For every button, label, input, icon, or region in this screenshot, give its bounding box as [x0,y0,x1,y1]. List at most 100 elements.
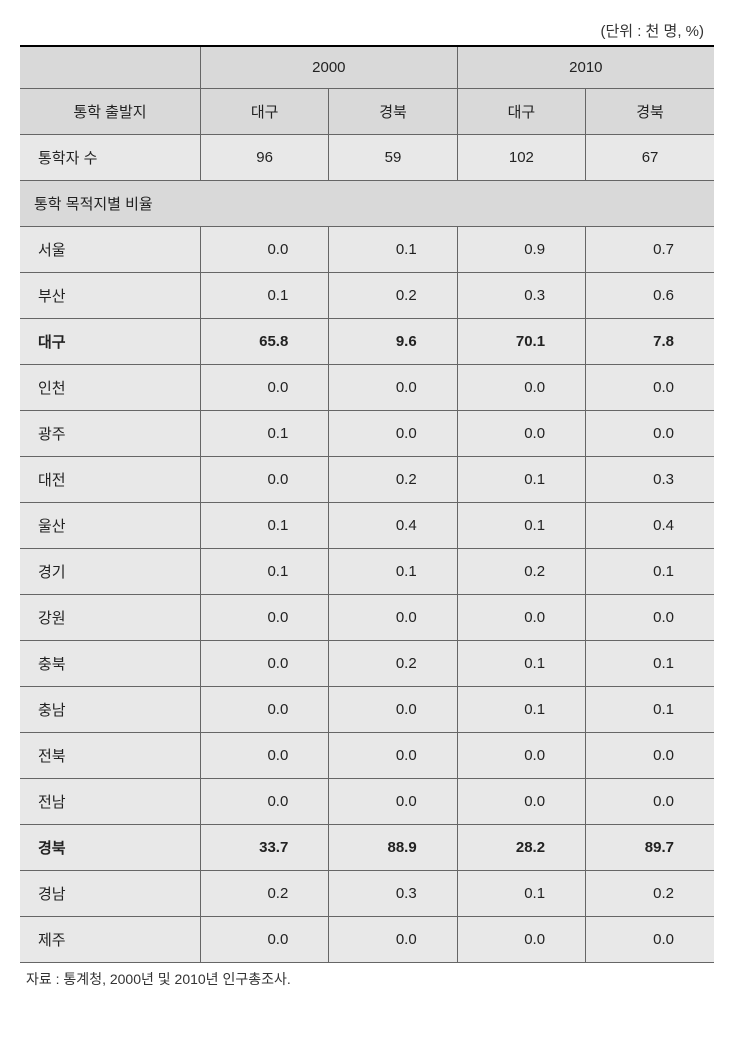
data-cell: 0.4 [586,503,714,549]
data-cell: 70.1 [457,319,585,365]
data-cell: 0.1 [200,503,328,549]
count-cell: 96 [200,135,328,181]
count-cell: 59 [329,135,457,181]
data-cell: 0.1 [457,687,585,733]
data-cell: 0.1 [586,641,714,687]
row-label: 경북 [20,825,200,871]
table-row: 서울0.00.10.90.7 [20,227,714,273]
data-cell: 0.0 [329,595,457,641]
data-cell: 0.1 [200,549,328,595]
table-row: 경기0.10.10.20.1 [20,549,714,595]
table-row: 전북0.00.00.00.0 [20,733,714,779]
section-header-row: 통학 목적지별 비율 [20,181,714,227]
data-cell: 0.0 [200,641,328,687]
data-cell: 0.1 [586,549,714,595]
row-label: 충남 [20,687,200,733]
data-cell: 0.0 [200,595,328,641]
row-label: 인천 [20,365,200,411]
table-row: 강원0.00.00.00.0 [20,595,714,641]
row-label: 경기 [20,549,200,595]
data-cell: 0.0 [457,779,585,825]
data-cell: 88.9 [329,825,457,871]
header-daegu-2010: 대구 [457,89,585,135]
count-cell: 67 [586,135,714,181]
data-cell: 0.3 [457,273,585,319]
data-cell: 0.0 [457,365,585,411]
row-label: 광주 [20,411,200,457]
data-cell: 0.1 [586,687,714,733]
data-cell: 0.0 [200,733,328,779]
data-cell: 0.1 [457,457,585,503]
header-origin-title: 통학 출발지 [20,89,200,135]
row-label: 제주 [20,917,200,963]
header-gyeongbuk-2000: 경북 [329,89,457,135]
data-cell: 89.7 [586,825,714,871]
data-cell: 0.2 [200,871,328,917]
data-cell: 0.9 [457,227,585,273]
row-label: 울산 [20,503,200,549]
data-cell: 0.0 [586,365,714,411]
data-cell: 0.0 [586,595,714,641]
data-cell: 33.7 [200,825,328,871]
header-year-2010: 2010 [457,46,714,89]
data-cell: 0.0 [457,917,585,963]
header-row-years: 2000 2010 [20,46,714,89]
data-cell: 0.0 [329,411,457,457]
data-cell: 0.0 [329,917,457,963]
count-cell: 102 [457,135,585,181]
table-row: 인천0.00.00.00.0 [20,365,714,411]
data-cell: 0.6 [586,273,714,319]
commute-table: 2000 2010 통학 출발지 대구 경북 대구 경북 통학자 수965910… [20,45,714,963]
data-cell: 0.0 [457,595,585,641]
data-cell: 0.0 [457,411,585,457]
data-cell: 65.8 [200,319,328,365]
data-cell: 28.2 [457,825,585,871]
table-row: 대전0.00.20.10.3 [20,457,714,503]
data-cell: 0.3 [329,871,457,917]
section-header-label: 통학 목적지별 비율 [20,181,714,227]
data-cell: 0.0 [586,779,714,825]
row-label: 강원 [20,595,200,641]
table-body: 통학자 수965910267통학 목적지별 비율서울0.00.10.90.7부산… [20,135,714,963]
table-row: 광주0.10.00.00.0 [20,411,714,457]
header-gyeongbuk-2010: 경북 [586,89,714,135]
row-label: 경남 [20,871,200,917]
data-cell: 0.0 [200,917,328,963]
table-row: 경남0.20.30.10.2 [20,871,714,917]
header-year-2000: 2000 [200,46,457,89]
data-cell: 0.0 [586,917,714,963]
row-label: 전북 [20,733,200,779]
row-label: 대전 [20,457,200,503]
data-cell: 0.0 [200,687,328,733]
data-cell: 0.0 [329,365,457,411]
row-label: 충북 [20,641,200,687]
data-cell: 0.0 [329,733,457,779]
data-cell: 0.1 [329,549,457,595]
data-cell: 0.2 [329,641,457,687]
row-label: 대구 [20,319,200,365]
data-cell: 0.3 [586,457,714,503]
row-label: 전남 [20,779,200,825]
data-cell: 0.0 [200,457,328,503]
data-cell: 0.1 [329,227,457,273]
data-cell: 0.0 [586,733,714,779]
data-cell: 0.2 [586,871,714,917]
count-row: 통학자 수965910267 [20,135,714,181]
unit-label: (단위 : 천 명, %) [20,20,714,41]
table-row: 충남0.00.00.10.1 [20,687,714,733]
data-cell: 0.2 [457,549,585,595]
table-row: 울산0.10.40.10.4 [20,503,714,549]
table-row: 경북33.788.928.289.7 [20,825,714,871]
data-cell: 0.4 [329,503,457,549]
table-row: 부산0.10.20.30.6 [20,273,714,319]
data-cell: 0.1 [457,641,585,687]
header-daegu-2000: 대구 [200,89,328,135]
data-cell: 0.0 [329,779,457,825]
row-label: 서울 [20,227,200,273]
data-cell: 0.2 [329,457,457,503]
data-cell: 0.0 [457,733,585,779]
header-row-regions: 통학 출발지 대구 경북 대구 경북 [20,89,714,135]
data-cell: 0.1 [200,411,328,457]
data-cell: 0.0 [329,687,457,733]
table-row: 대구65.89.670.17.8 [20,319,714,365]
